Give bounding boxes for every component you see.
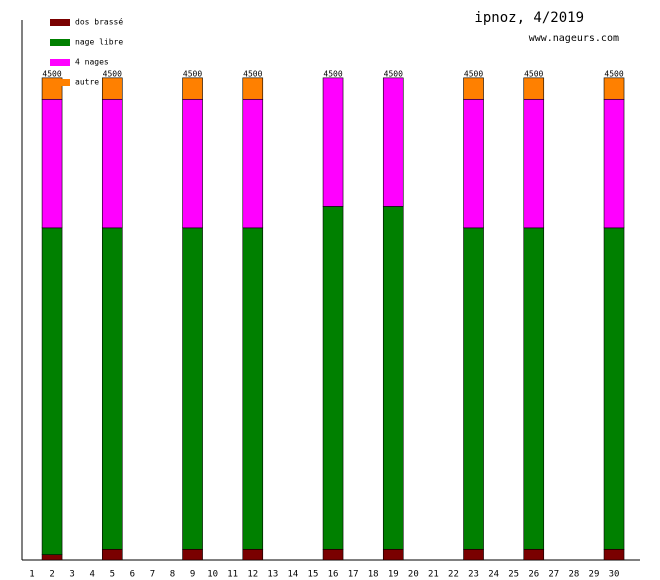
x-tick-label: 27 [548, 570, 559, 580]
x-tick-label: 14 [287, 570, 298, 580]
bar-segment [242, 77, 264, 100]
x-tick-label: 17 [348, 570, 359, 580]
total-label: 4500 [103, 69, 122, 78]
x-tick-label: 7 [150, 570, 155, 580]
bar-segment [523, 548, 545, 561]
bar-segment [463, 77, 484, 100]
bar-segment [603, 227, 625, 550]
x-tick-label: 12 [247, 570, 258, 580]
bar-segment [101, 548, 123, 561]
legend-label: dos brassé [75, 17, 123, 27]
legend-swatch [50, 79, 70, 86]
total-label: 4500 [323, 69, 342, 78]
x-tick-label: 5 [110, 570, 115, 580]
bar-segment [603, 548, 625, 561]
bar-segment [101, 98, 123, 229]
bar-segment [41, 98, 63, 229]
total-label: 4500 [604, 69, 623, 78]
x-tick-label: 28 [568, 570, 579, 580]
bar-segment [182, 548, 203, 561]
total-label: 4500 [464, 69, 483, 78]
legend-label: nage libre [75, 38, 123, 47]
bar-segment [523, 77, 545, 100]
x-tick-label: 9 [190, 570, 195, 580]
bar-segment [603, 98, 625, 229]
x-tick-label: 30 [609, 570, 620, 580]
bar-segment [322, 548, 344, 561]
bar-segment [242, 548, 264, 561]
total-label: 4500 [384, 69, 403, 78]
legend-swatch [50, 59, 70, 66]
bar-segment [41, 227, 63, 555]
bar-segment [182, 227, 203, 550]
bar-segment [523, 98, 545, 229]
x-tick-label: 21 [428, 570, 439, 580]
x-tick-label: 2 [49, 570, 54, 580]
x-tick-label: 8 [170, 570, 175, 580]
bar-segment [242, 98, 264, 229]
bar-segment [322, 77, 344, 207]
bar-segment [242, 227, 264, 550]
bar-segment [382, 77, 404, 207]
bar-segment [463, 227, 484, 550]
x-tick-label: 15 [308, 570, 319, 580]
bar-segment [182, 98, 203, 229]
bar-segment [182, 77, 203, 100]
bar-segment [101, 227, 123, 550]
x-tick-label: 18 [368, 570, 379, 580]
bar-segment [322, 206, 344, 550]
bar-segment [382, 206, 404, 550]
x-tick-label: 26 [528, 570, 539, 580]
total-label: 4500 [42, 69, 61, 78]
bar-segment [41, 554, 63, 561]
total-label: 4500 [243, 69, 262, 78]
x-tick-label: 25 [508, 570, 519, 580]
x-tick-label: 3 [69, 570, 74, 580]
legend-label: 4 nages [75, 58, 109, 67]
bar-segment [523, 227, 545, 550]
bar-segment [463, 98, 484, 229]
legend-label: autre [75, 78, 99, 87]
bar-segment [382, 548, 404, 561]
x-tick-label: 22 [448, 570, 459, 580]
x-tick-label: 11 [227, 570, 238, 580]
x-tick-label: 4 [89, 570, 94, 580]
bar-segment [463, 548, 484, 561]
legend-swatch [50, 39, 70, 46]
bar-segment [101, 77, 123, 100]
x-tick-label: 1 [29, 570, 34, 580]
chart-subtitle: www.nageurs.com [529, 33, 619, 44]
total-label: 4500 [183, 69, 202, 78]
bar-segment [603, 77, 625, 100]
x-tick-label: 13 [267, 570, 278, 580]
x-tick-label: 24 [488, 570, 499, 580]
x-tick-label: 10 [207, 570, 218, 580]
chart-title: ipnoz, 4/2019 [474, 10, 584, 26]
x-tick-label: 20 [408, 570, 419, 580]
legend-swatch [50, 19, 70, 26]
x-tick-label: 6 [130, 570, 135, 580]
total-label: 4500 [524, 69, 543, 78]
x-tick-label: 23 [468, 570, 479, 580]
x-tick-label: 29 [589, 570, 600, 580]
x-tick-label: 16 [328, 570, 339, 580]
x-tick-label: 19 [388, 570, 399, 580]
